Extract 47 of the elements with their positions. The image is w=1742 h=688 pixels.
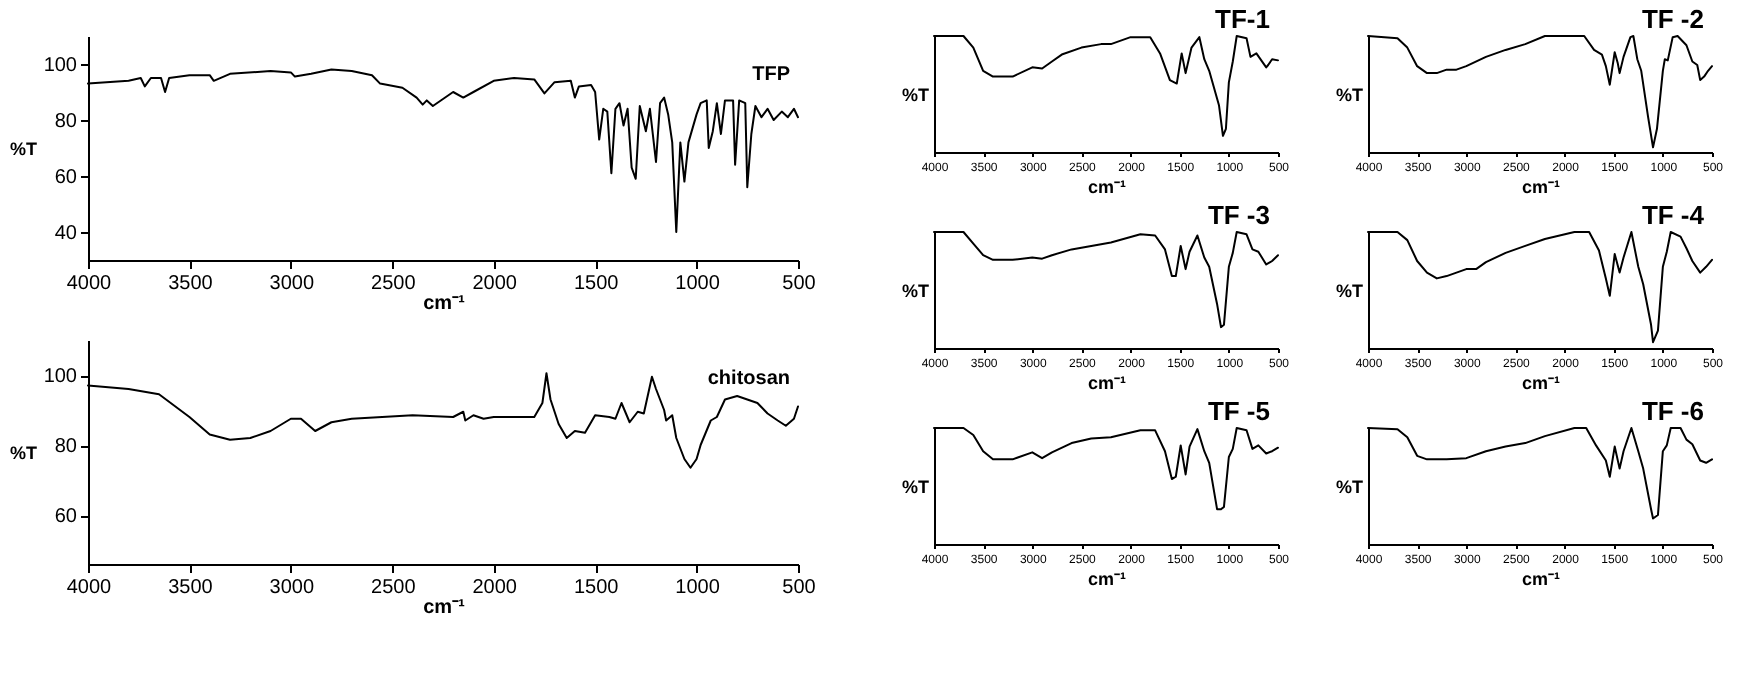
y-axis-title: %T [902, 281, 930, 301]
x-tick-label: 3000 [269, 273, 315, 295]
series-label: chitosan [707, 368, 790, 390]
x-axis-title: cm⁻¹ [1521, 177, 1561, 197]
x-tick-label: 3500 [168, 273, 214, 295]
x-tick-label: 2500 [371, 577, 417, 599]
x-tick-label: 3000 [269, 577, 315, 599]
x-tick-label: 1500 [573, 273, 620, 295]
x-tick-label: 2000 [472, 273, 518, 295]
y-tick-label: 40 [54, 223, 78, 245]
series-label: TF -6 [1641, 396, 1704, 426]
x-tick-label: 500 [782, 273, 817, 295]
x-axis-title: cm⁻¹ [423, 597, 467, 619]
series-label: TF -5 [1207, 396, 1270, 426]
series-label: TFP [752, 64, 791, 86]
x-tick-label: 4000 [66, 273, 113, 295]
series-label: TF -2 [1641, 4, 1704, 34]
y-tick-label: 80 [54, 436, 78, 458]
y-tick-label: 100 [43, 366, 78, 388]
x-tick-label: 1500 [573, 577, 620, 599]
x-tick-label: 4000 [66, 577, 113, 599]
x-tick-label: 500 [782, 577, 817, 599]
series-label: TF -4 [1641, 200, 1706, 230]
y-axis-title: %T [10, 139, 38, 159]
x-axis-title: cm⁻¹ [1521, 373, 1561, 393]
x-tick-label: 2500 [371, 273, 417, 295]
y-axis-title: %T [902, 85, 930, 105]
y-tick-label: 80 [54, 111, 78, 133]
x-tick-label: 3500 [168, 577, 214, 599]
y-tick-label: 60 [54, 167, 78, 189]
y-axis-title: %T [10, 443, 38, 463]
y-tick-label: 60 [54, 506, 78, 528]
x-axis-title: cm⁻¹ [1521, 569, 1561, 589]
y-axis-title: %T [902, 477, 930, 497]
x-axis-title: cm⁻¹ [423, 293, 467, 315]
x-tick-label: 1000 [675, 273, 721, 295]
x-tick-label: 1000 [675, 577, 721, 599]
y-axis-title: %T [1336, 281, 1364, 301]
series-label: TF -3 [1207, 200, 1270, 230]
x-axis-title: cm⁻¹ [1087, 373, 1127, 393]
y-tick-label: 100 [43, 55, 78, 77]
x-axis-title: cm⁻¹ [1087, 569, 1127, 589]
x-tick-label: 2000 [472, 577, 518, 599]
x-axis-title: cm⁻¹ [1087, 177, 1127, 197]
series-label: TF-1 [1215, 4, 1270, 34]
y-axis-title: %T [1336, 477, 1364, 497]
y-axis-title: %T [1336, 85, 1364, 105]
